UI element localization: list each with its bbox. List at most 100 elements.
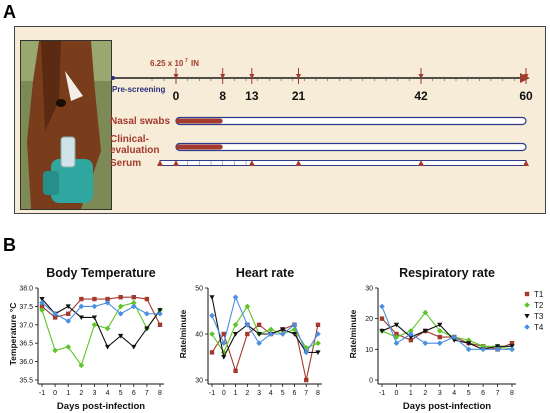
row-bar-outline-1: [175, 142, 527, 152]
x-tick-label: 5: [281, 390, 285, 397]
point-T3: [466, 341, 472, 346]
point-T3: [118, 333, 124, 339]
point-T2: [104, 325, 111, 332]
point-T2: [209, 331, 215, 337]
row-label-1-1: evaluation: [110, 145, 159, 156]
day-label-60: 60: [519, 89, 533, 103]
point-T2: [52, 347, 58, 354]
clinical-charts: Body Temperature 35.5 36.0 36.5 37.0 37.5 38.0…: [8, 266, 544, 412]
timeline-diagram: 6.25 x 10 7 IN Pre-screening 0 8 13 21 42 60 Nasal…: [110, 58, 533, 169]
legend-marker-T1: [524, 291, 530, 297]
y-tick-label: 40: [195, 332, 203, 339]
point-T3: [39, 297, 45, 302]
point-T1: [509, 341, 515, 346]
point-T3: [209, 295, 215, 300]
point-T1: [408, 337, 414, 343]
day-arrow-13: [249, 74, 255, 79]
x-tick-label: 2: [245, 390, 249, 397]
timeline-arrowhead: [520, 73, 530, 83]
x-tick-label: 6: [132, 390, 136, 397]
row-bar-fill-1: [176, 144, 223, 150]
point-T1: [379, 316, 385, 321]
day-label-8: 8: [219, 89, 226, 103]
series-line-T2: [381, 311, 513, 350]
point-T4: [144, 310, 150, 317]
point-T1: [209, 350, 215, 355]
x-tick-label: 5: [119, 390, 123, 397]
x-tick-label: 4: [452, 390, 456, 397]
x-tick-label: 4: [106, 390, 110, 397]
point-T1: [221, 331, 226, 337]
point-T4: [279, 331, 286, 337]
y-tick-label: 37.5: [19, 304, 33, 311]
day-label-13: 13: [245, 89, 259, 103]
y-axis-label: Rate/minute: [348, 309, 358, 358]
point-T2: [268, 326, 274, 333]
row-label-1-0: Clinical-: [110, 134, 149, 145]
point-T4: [509, 346, 515, 353]
series-line-T4: [41, 302, 160, 322]
x-tick-label: 6: [292, 390, 296, 397]
day-arrow-42: [418, 74, 424, 79]
point-T1: [157, 322, 163, 327]
y-tick-label: 36.5: [19, 341, 33, 348]
point-T4: [130, 303, 137, 310]
day-label-21: 21: [292, 89, 306, 103]
horse-illustration: [21, 41, 111, 209]
x-tick-label: 7: [145, 390, 149, 397]
serum-marker: [418, 160, 424, 166]
point-T4: [393, 340, 400, 346]
point-T4: [65, 318, 72, 324]
point-T3: [280, 327, 286, 332]
point-T4: [422, 340, 429, 346]
x-tick-label: 3: [92, 390, 96, 397]
x-tick-label: 3: [438, 390, 442, 397]
point-T1: [245, 331, 250, 337]
x-tick-label: 7: [496, 390, 500, 397]
x-tick-label: 4: [269, 390, 273, 397]
point-T1: [394, 331, 399, 337]
legend-marker-T3: [524, 314, 530, 319]
point-T3: [451, 338, 457, 343]
row-bar-fill-0: [176, 118, 223, 124]
day-label-42: 42: [414, 89, 428, 103]
point-T1: [118, 295, 123, 300]
point-T1: [304, 377, 309, 383]
point-T2: [78, 362, 85, 369]
y-tick-label: 30: [195, 378, 203, 385]
x-tick-label: 6: [481, 390, 485, 397]
point-T3: [104, 344, 111, 350]
x-tick-label: 1: [66, 390, 70, 397]
panel-b-letter: B: [3, 235, 16, 255]
series-line-T3: [211, 297, 318, 359]
point-T1: [66, 311, 71, 316]
point-T1: [315, 322, 321, 327]
legend-label-T4: T4: [534, 323, 544, 332]
point-T1: [144, 296, 150, 302]
day-arrow-60: [523, 74, 529, 79]
serum-bar: [159, 160, 527, 166]
point-T3: [91, 315, 98, 321]
point-T3: [157, 308, 163, 313]
chart-0: Body Temperature 35.5 36.0 36.5 37.0 37.5 38.0…: [8, 266, 164, 412]
y-tick-label: 37.0: [19, 322, 33, 329]
point-T4: [408, 331, 414, 337]
x-tick-label: -1: [209, 390, 215, 397]
point-T3: [256, 332, 262, 337]
series-line-T1: [41, 296, 161, 326]
serum-marker: [295, 160, 302, 166]
point-T4: [379, 303, 385, 310]
serum-marker: [248, 160, 255, 166]
series-line-T4: [381, 306, 512, 350]
y-tick-label: 30: [365, 286, 373, 293]
dose-route: IN: [191, 59, 199, 68]
point-T2: [315, 340, 321, 346]
x-tick-label: 8: [158, 390, 162, 397]
dose-exponent: 7: [185, 58, 188, 64]
day-arrow-8: [220, 74, 226, 79]
point-T2: [244, 303, 251, 310]
x-tick-label: 3: [257, 390, 261, 397]
point-T3: [408, 335, 414, 340]
point-T1: [256, 322, 262, 327]
